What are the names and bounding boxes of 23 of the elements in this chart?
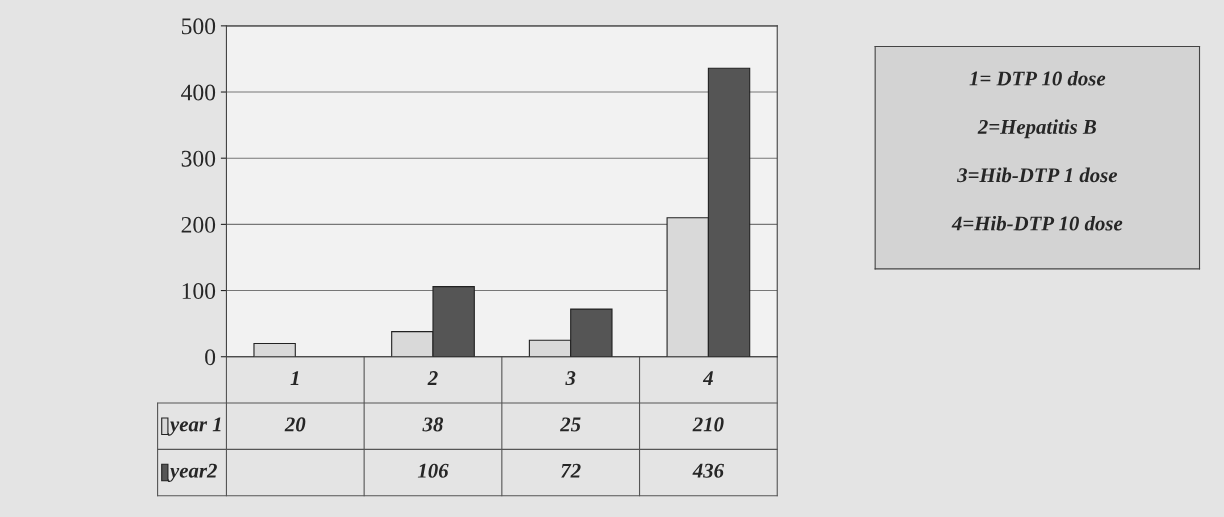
data-label: 38 xyxy=(422,417,444,432)
text: 3=Hib-DTP 1 dose xyxy=(956,167,1118,183)
data-label: 106 xyxy=(417,463,449,478)
x-tick-label: 1 xyxy=(290,371,299,385)
x-tick-label: 3 xyxy=(565,371,576,386)
y-tick-label: 100 xyxy=(182,283,216,299)
y-tick-label: 200 xyxy=(181,216,216,233)
y-tick-label: 400 xyxy=(181,84,216,101)
y-tick-label: 500 xyxy=(181,18,216,35)
legend-label: year2 xyxy=(167,463,217,482)
x-tick-label: 2 xyxy=(427,371,438,385)
legend-label: year 1 xyxy=(167,417,221,436)
y-tick-label: 0 xyxy=(205,349,216,366)
text: 4=Hib-DTP 10 dose xyxy=(951,215,1123,231)
data-label: 20 xyxy=(284,417,306,432)
x-tick-label: 4 xyxy=(702,371,713,385)
data-label: 25 xyxy=(560,417,581,432)
data-label: 72 xyxy=(561,463,581,478)
y-tick-label: 300 xyxy=(181,150,216,167)
text: 1= DTP 10 dose xyxy=(969,70,1106,86)
data-label: 436 xyxy=(692,463,725,478)
data-label: 210 xyxy=(692,417,724,432)
text: 2=Hepatitis B xyxy=(977,119,1097,139)
